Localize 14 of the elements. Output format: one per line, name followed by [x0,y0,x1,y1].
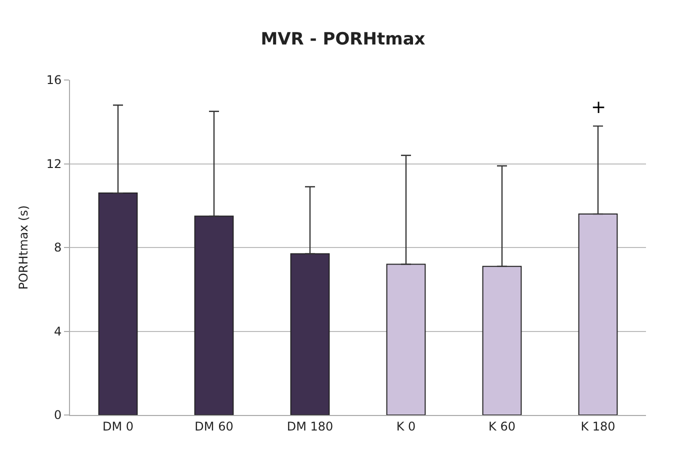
x-tick-label: K 0 [396,419,416,434]
y-tick-label: 4 [54,324,62,338]
y-tick-label: 12 [46,156,62,171]
x-tick-label: DM 0 [102,419,134,434]
y-tick-label: 8 [54,240,62,255]
annotation: + [591,97,606,118]
y-axis-title: PORHtmax (s) [16,205,31,290]
x-tick-label: DM 180 [286,419,334,434]
x-tick-label: DM 60 [194,419,234,434]
y-tick-label: 0 [54,408,62,422]
x-tick-label: K 180 [580,419,616,434]
x-tick-label: K 60 [488,419,516,434]
y-tick-label: 16 [46,73,62,88]
chart-title: MVR - PORHtmax [260,29,426,50]
